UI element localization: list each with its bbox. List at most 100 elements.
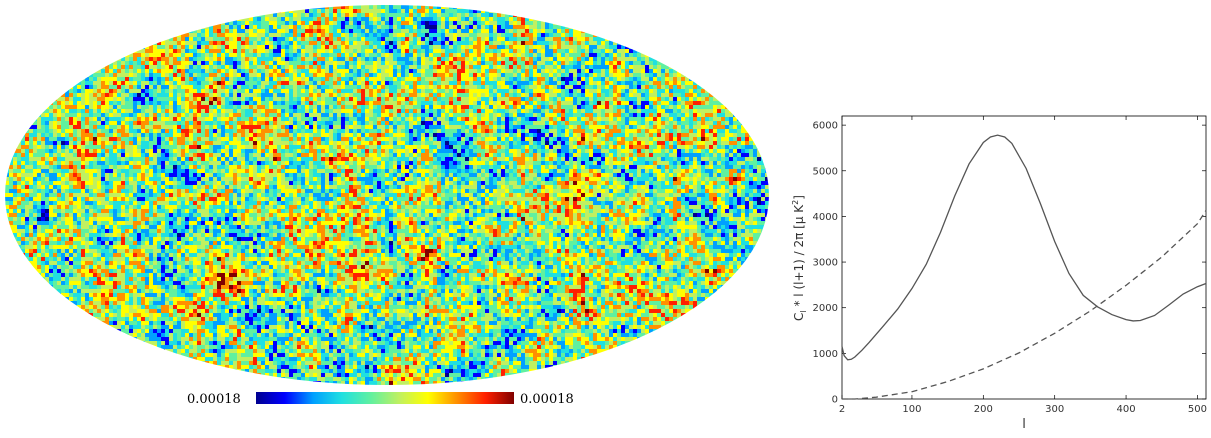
map-pixel bbox=[225, 45, 229, 49]
map-pixel bbox=[613, 113, 617, 117]
map-pixel bbox=[129, 97, 133, 101]
map-pixel bbox=[441, 97, 445, 101]
map-pixel bbox=[549, 141, 553, 145]
map-pixel bbox=[557, 141, 561, 145]
map-pixel bbox=[701, 137, 705, 141]
map-pixel bbox=[113, 81, 117, 85]
map-pixel bbox=[161, 81, 165, 85]
map-pixel bbox=[245, 29, 249, 33]
map-pixel bbox=[445, 109, 449, 113]
map-pixel bbox=[693, 121, 697, 125]
map-pixel bbox=[257, 33, 261, 37]
map-pixel bbox=[689, 97, 693, 101]
map-pixel bbox=[401, 81, 405, 85]
map-pixel bbox=[345, 73, 349, 77]
map-pixel bbox=[53, 97, 57, 101]
map-pixel bbox=[21, 145, 25, 149]
map-pixel bbox=[453, 53, 457, 57]
map-pixel bbox=[713, 93, 717, 97]
map-pixel bbox=[577, 49, 581, 53]
map-pixel bbox=[653, 97, 657, 101]
map-pixel bbox=[193, 73, 197, 77]
map-pixel bbox=[729, 141, 733, 145]
map-pixel bbox=[229, 97, 233, 101]
map-pixel bbox=[513, 77, 517, 81]
map-pixel bbox=[373, 77, 377, 81]
map-pixel bbox=[125, 77, 129, 81]
map-pixel bbox=[81, 113, 85, 117]
map-pixel bbox=[317, 85, 321, 89]
map-pixel bbox=[369, 61, 373, 65]
map-pixel bbox=[473, 117, 477, 121]
map-pixel bbox=[529, 97, 533, 101]
map-pixel bbox=[365, 65, 369, 69]
map-pixel bbox=[717, 125, 721, 129]
map-pixel bbox=[485, 117, 489, 121]
map-pixel bbox=[357, 57, 361, 61]
map-pixel bbox=[481, 9, 485, 13]
map-pixel bbox=[229, 37, 233, 41]
map-pixel bbox=[385, 69, 389, 73]
map-pixel bbox=[293, 109, 297, 113]
map-pixel bbox=[501, 105, 505, 109]
map-pixel bbox=[689, 89, 693, 93]
map-pixel bbox=[669, 117, 673, 121]
map-pixel bbox=[553, 37, 557, 41]
map-pixel bbox=[541, 81, 545, 85]
map-pixel bbox=[513, 57, 517, 61]
map-pixel bbox=[457, 45, 461, 49]
map-pixel bbox=[329, 9, 333, 13]
map-pixel bbox=[721, 117, 725, 121]
map-pixel bbox=[673, 109, 677, 113]
map-pixel bbox=[533, 133, 537, 137]
map-pixel bbox=[189, 41, 193, 45]
map-pixel bbox=[701, 133, 705, 137]
map-pixel bbox=[285, 25, 289, 29]
map-pixel bbox=[325, 9, 329, 13]
map-pixel bbox=[553, 29, 557, 33]
map-pixel bbox=[701, 97, 705, 101]
map-pixel bbox=[321, 93, 325, 97]
map-pixel bbox=[385, 121, 389, 125]
map-pixel bbox=[493, 33, 497, 37]
map-pixel bbox=[525, 133, 529, 137]
map-pixel bbox=[269, 121, 273, 125]
map-pixel bbox=[357, 145, 361, 149]
map-pixel bbox=[253, 45, 257, 49]
map-pixel bbox=[429, 133, 433, 137]
map-pixel bbox=[369, 137, 373, 141]
map-pixel bbox=[101, 121, 105, 125]
map-pixel bbox=[305, 137, 309, 141]
map-pixel bbox=[409, 97, 413, 101]
map-pixel bbox=[409, 125, 413, 129]
map-pixel bbox=[641, 53, 645, 57]
map-pixel bbox=[101, 81, 105, 85]
map-pixel bbox=[201, 93, 205, 97]
map-pixel bbox=[353, 21, 357, 25]
map-pixel bbox=[333, 117, 337, 121]
map-pixel bbox=[649, 85, 653, 89]
map-pixel bbox=[429, 21, 433, 25]
map-pixel bbox=[349, 25, 353, 29]
map-pixel bbox=[637, 49, 641, 53]
map-pixel bbox=[205, 29, 209, 33]
map-pixel bbox=[305, 69, 309, 73]
map-pixel bbox=[161, 61, 165, 65]
map-pixel bbox=[489, 37, 493, 41]
map-pixel bbox=[545, 141, 549, 145]
map-pixel bbox=[281, 129, 285, 133]
map-pixel bbox=[545, 69, 549, 73]
map-pixel bbox=[461, 97, 465, 101]
map-pixel bbox=[517, 29, 521, 33]
map-pixel bbox=[265, 65, 269, 69]
map-pixel bbox=[573, 57, 577, 61]
map-pixel bbox=[209, 41, 213, 45]
map-pixel bbox=[461, 5, 465, 9]
map-pixel bbox=[225, 41, 229, 45]
map-pixel bbox=[745, 137, 749, 141]
map-pixel bbox=[361, 25, 365, 29]
map-pixel bbox=[173, 49, 177, 53]
map-pixel bbox=[513, 97, 517, 101]
map-pixel bbox=[577, 133, 581, 137]
map-pixel bbox=[253, 101, 257, 105]
